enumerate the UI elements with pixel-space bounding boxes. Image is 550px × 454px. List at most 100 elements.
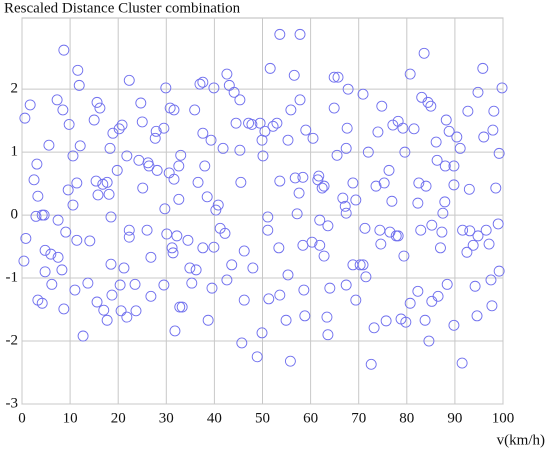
point <box>167 247 179 259</box>
point <box>262 211 274 223</box>
point <box>488 105 500 117</box>
y-tick-label: -1 <box>6 269 19 285</box>
point <box>285 104 297 116</box>
point <box>461 246 473 258</box>
point <box>235 176 247 188</box>
point <box>404 297 416 309</box>
point <box>316 182 328 194</box>
point <box>234 144 246 156</box>
point <box>300 124 312 136</box>
y-tick-label: -3 <box>6 395 19 411</box>
point <box>111 164 123 176</box>
point <box>274 28 286 40</box>
point <box>439 160 451 172</box>
point <box>322 329 334 341</box>
point <box>251 351 263 363</box>
point <box>273 242 285 254</box>
point <box>478 131 490 143</box>
point <box>163 167 175 179</box>
point <box>321 311 333 323</box>
point <box>368 322 380 334</box>
point <box>210 204 222 216</box>
point <box>443 125 455 137</box>
point <box>485 274 497 286</box>
point <box>289 172 301 184</box>
point <box>71 234 83 246</box>
point <box>350 294 362 306</box>
point <box>282 269 294 281</box>
point <box>254 117 266 129</box>
x-tick-label: 90 <box>447 410 462 426</box>
point <box>341 122 353 134</box>
point <box>477 62 489 74</box>
point <box>464 225 476 237</box>
point <box>159 203 171 215</box>
point <box>271 117 283 129</box>
point <box>398 250 410 262</box>
point <box>350 194 362 206</box>
point <box>264 62 276 74</box>
point <box>274 289 286 301</box>
point <box>166 242 178 254</box>
point <box>91 96 103 108</box>
point <box>314 239 326 251</box>
x-tick-label: 50 <box>255 410 270 426</box>
point <box>129 278 141 290</box>
point <box>221 68 233 80</box>
point <box>493 265 505 277</box>
point <box>104 142 116 154</box>
point <box>462 105 474 117</box>
point <box>19 112 31 124</box>
point <box>375 238 387 250</box>
point <box>208 241 220 253</box>
point <box>105 258 117 270</box>
point <box>169 325 181 337</box>
point <box>426 295 438 307</box>
point <box>280 314 292 326</box>
point <box>313 170 325 182</box>
point <box>51 94 63 106</box>
point <box>158 122 170 134</box>
point <box>448 160 460 172</box>
point <box>201 191 213 203</box>
point <box>197 76 209 88</box>
point <box>82 277 94 289</box>
point <box>217 142 229 154</box>
point <box>141 224 153 236</box>
point <box>36 297 48 309</box>
point <box>486 300 498 312</box>
point <box>435 242 446 254</box>
point <box>342 83 354 95</box>
point <box>282 134 294 146</box>
x-tick-label: 70 <box>351 410 366 426</box>
point <box>160 82 172 94</box>
point <box>324 282 336 294</box>
point <box>306 236 318 248</box>
point <box>359 222 371 234</box>
point <box>297 171 309 183</box>
point <box>467 239 479 251</box>
point <box>101 314 113 326</box>
point <box>298 284 310 296</box>
point <box>370 180 382 192</box>
point <box>168 104 180 116</box>
point <box>418 47 430 59</box>
point <box>176 301 188 313</box>
point <box>206 282 218 294</box>
point <box>92 189 104 201</box>
point <box>267 120 279 132</box>
point <box>365 358 377 370</box>
point <box>31 158 43 170</box>
point <box>221 274 233 286</box>
point <box>52 251 64 263</box>
point <box>469 280 481 292</box>
point <box>24 99 36 111</box>
x-tick-label: 100 <box>492 410 515 426</box>
point <box>115 305 127 317</box>
point <box>380 315 392 327</box>
point <box>397 122 409 134</box>
point <box>145 290 157 302</box>
point <box>318 250 330 262</box>
point <box>238 294 250 306</box>
point <box>90 175 102 187</box>
